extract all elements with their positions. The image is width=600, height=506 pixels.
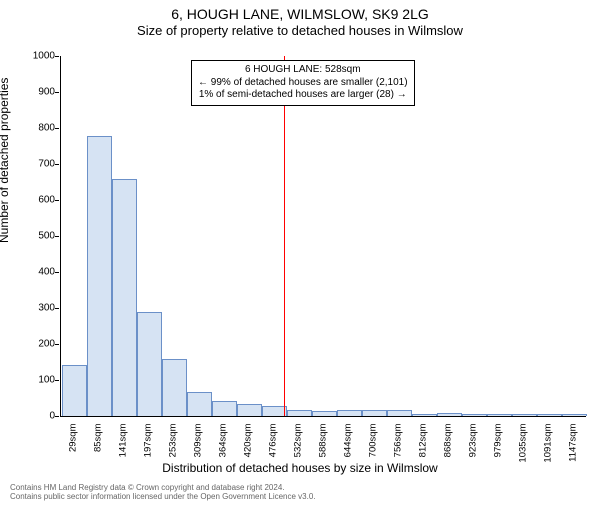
histogram-bar bbox=[312, 411, 338, 416]
y-tick-mark bbox=[55, 164, 59, 165]
x-tick-label: 1147sqm bbox=[567, 424, 578, 474]
x-tick-label: 364sqm bbox=[217, 424, 228, 474]
x-tick-label: 309sqm bbox=[192, 424, 203, 474]
x-tick-label: 420sqm bbox=[242, 424, 253, 474]
annotation-line-3: 1% of semi-detached houses are larger (2… bbox=[198, 89, 408, 102]
footer-line-1: Contains HM Land Registry data © Crown c… bbox=[10, 483, 316, 493]
y-tick-mark bbox=[55, 344, 59, 345]
y-tick-label: 800 bbox=[0, 123, 55, 134]
annotation-line-2: ← 99% of detached houses are smaller (2,… bbox=[198, 77, 408, 90]
x-tick-label: 1091sqm bbox=[542, 424, 553, 474]
x-tick-label: 532sqm bbox=[292, 424, 303, 474]
x-tick-label: 476sqm bbox=[267, 424, 278, 474]
annotation-line-1: 6 HOUGH LANE: 528sqm bbox=[198, 64, 408, 77]
y-tick-label: 1000 bbox=[0, 51, 55, 62]
annotation-box: 6 HOUGH LANE: 528sqm← 99% of detached ho… bbox=[191, 60, 415, 106]
x-tick-label: 197sqm bbox=[142, 424, 153, 474]
y-tick-label: 700 bbox=[0, 159, 55, 170]
x-tick-label: 868sqm bbox=[442, 424, 453, 474]
histogram-bar bbox=[537, 414, 563, 416]
histogram-bar bbox=[487, 414, 513, 416]
y-tick-mark bbox=[55, 128, 59, 129]
x-tick-label: 588sqm bbox=[317, 424, 328, 474]
y-tick-label: 900 bbox=[0, 87, 55, 98]
histogram-bar bbox=[562, 414, 588, 416]
y-tick-mark bbox=[55, 416, 59, 417]
histogram-bar bbox=[412, 414, 438, 416]
y-tick-label: 100 bbox=[0, 375, 55, 386]
y-tick-mark bbox=[55, 308, 59, 309]
footer-line-2: Contains public sector information licen… bbox=[10, 492, 316, 502]
x-tick-label: 1035sqm bbox=[517, 424, 528, 474]
x-tick-label: 644sqm bbox=[342, 424, 353, 474]
attribution-footer: Contains HM Land Registry data © Crown c… bbox=[10, 483, 316, 502]
y-tick-mark bbox=[55, 200, 59, 201]
y-tick-label: 300 bbox=[0, 303, 55, 314]
histogram-bar bbox=[137, 312, 163, 416]
histogram-bar bbox=[337, 410, 363, 416]
x-tick-label: 700sqm bbox=[367, 424, 378, 474]
x-tick-label: 812sqm bbox=[417, 424, 428, 474]
histogram-bar bbox=[237, 404, 263, 416]
histogram-bar bbox=[87, 136, 113, 416]
chart-plot-area: 6 HOUGH LANE: 528sqm← 99% of detached ho… bbox=[60, 56, 586, 417]
histogram-bar bbox=[462, 414, 488, 416]
x-tick-label: 756sqm bbox=[392, 424, 403, 474]
histogram-bar bbox=[162, 359, 188, 416]
histogram-bar bbox=[512, 414, 538, 416]
x-tick-label: 85sqm bbox=[92, 424, 103, 474]
y-tick-mark bbox=[55, 56, 59, 57]
histogram-bar bbox=[212, 401, 238, 416]
y-tick-mark bbox=[55, 92, 59, 93]
y-tick-mark bbox=[55, 380, 59, 381]
y-tick-mark bbox=[55, 272, 59, 273]
chart-title-sub: Size of property relative to detached ho… bbox=[0, 23, 600, 38]
histogram-bar bbox=[362, 410, 388, 416]
y-tick-label: 0 bbox=[0, 411, 55, 422]
histogram-bar bbox=[187, 392, 213, 416]
y-tick-mark bbox=[55, 236, 59, 237]
x-tick-label: 979sqm bbox=[492, 424, 503, 474]
histogram-bar bbox=[62, 365, 88, 416]
x-tick-label: 253sqm bbox=[167, 424, 178, 474]
property-marker-line bbox=[284, 56, 285, 416]
chart-title-main: 6, HOUGH LANE, WILMSLOW, SK9 2LG bbox=[0, 6, 600, 22]
histogram-bar bbox=[437, 413, 463, 416]
y-tick-label: 500 bbox=[0, 231, 55, 242]
x-tick-label: 29sqm bbox=[67, 424, 78, 474]
y-tick-label: 400 bbox=[0, 267, 55, 278]
histogram-bar bbox=[287, 410, 313, 416]
histogram-bar bbox=[112, 179, 138, 416]
y-tick-label: 200 bbox=[0, 339, 55, 350]
x-tick-label: 923sqm bbox=[467, 424, 478, 474]
histogram-bar bbox=[387, 410, 413, 416]
y-tick-label: 600 bbox=[0, 195, 55, 206]
x-tick-label: 141sqm bbox=[117, 424, 128, 474]
